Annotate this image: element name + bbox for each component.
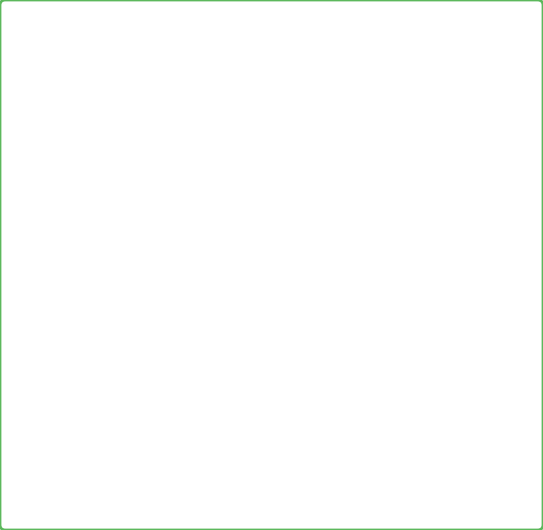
Text: N. crassa: N. crassa — [135, 352, 192, 366]
FancyBboxPatch shape — [4, 170, 332, 223]
FancyBboxPatch shape — [232, 172, 252, 220]
Text: 1: 1 — [4, 238, 10, 248]
Text: K1897E²: K1897E² — [52, 257, 83, 263]
Text: #5: #5 — [282, 193, 293, 199]
FancyBboxPatch shape — [213, 172, 232, 220]
Text: E1670A¹: E1670A¹ — [28, 257, 59, 263]
Text: MT
Binding
Stalk: MT Binding Stalk — [251, 186, 281, 206]
Text: #2: #2 — [194, 192, 207, 200]
Text: Y4336A²
FS-4356¹
FS-4357¹
S4364F¹³
A4366T¹: Y4336A² FS-4356¹ FS-4357¹ S4364F¹³ A4366… — [282, 257, 313, 293]
FancyBboxPatch shape — [317, 172, 328, 220]
Text: I2047M¹: I2047M¹ — [109, 257, 138, 263]
Text: #1: #1 — [171, 192, 184, 200]
Text: #6: #6 — [300, 192, 313, 200]
Text: Linker: Linker — [129, 192, 158, 200]
Text: .
The relative placement of DHC mutations are displayed with
amino acid changes : . The relative placement of DHC mutation… — [155, 352, 534, 473]
Text: Tail: Tail — [56, 191, 75, 201]
FancyBboxPatch shape — [280, 172, 295, 220]
FancyBboxPatch shape — [9, 172, 122, 220]
FancyBboxPatch shape — [165, 172, 189, 220]
Text: 200 amino acids: 200 amino acids — [28, 125, 91, 134]
Text: G4146A²: G4146A² — [243, 42, 277, 51]
Text: Figure 1:: Figure 1: — [17, 352, 80, 366]
FancyBboxPatch shape — [252, 172, 280, 220]
Text: #4: #4 — [236, 192, 249, 200]
Text: S8 Linker: S8 Linker — [232, 126, 276, 166]
Text: E2278K¹: E2278K¹ — [130, 257, 161, 263]
Text: 4367: 4367 — [311, 238, 332, 248]
Text: I4232N¹
D4296E; Del 4297-99¹
P4316S¹: I4232N¹ D4296E; Del 4297-99¹ P4316S¹ — [172, 42, 256, 74]
Text: #3: #3 — [216, 192, 229, 200]
Text: Figure 1: Figure 1 — [17, 91, 58, 100]
FancyBboxPatch shape — [189, 172, 213, 220]
Text: V3828P
Y3900S²
L3912S²
L3916P¹
Del TE3962-3²
L3815P¹
K3990E¹: V3828P Y3900S² L3912S² L3916P¹ Del TE396… — [239, 257, 289, 308]
FancyBboxPatch shape — [295, 172, 317, 220]
FancyBboxPatch shape — [122, 172, 165, 220]
Text: Linear schematic diagram of DHC from: Linear schematic diagram of DHC from — [49, 352, 301, 366]
Text: C-terminal: C-terminal — [337, 192, 384, 200]
